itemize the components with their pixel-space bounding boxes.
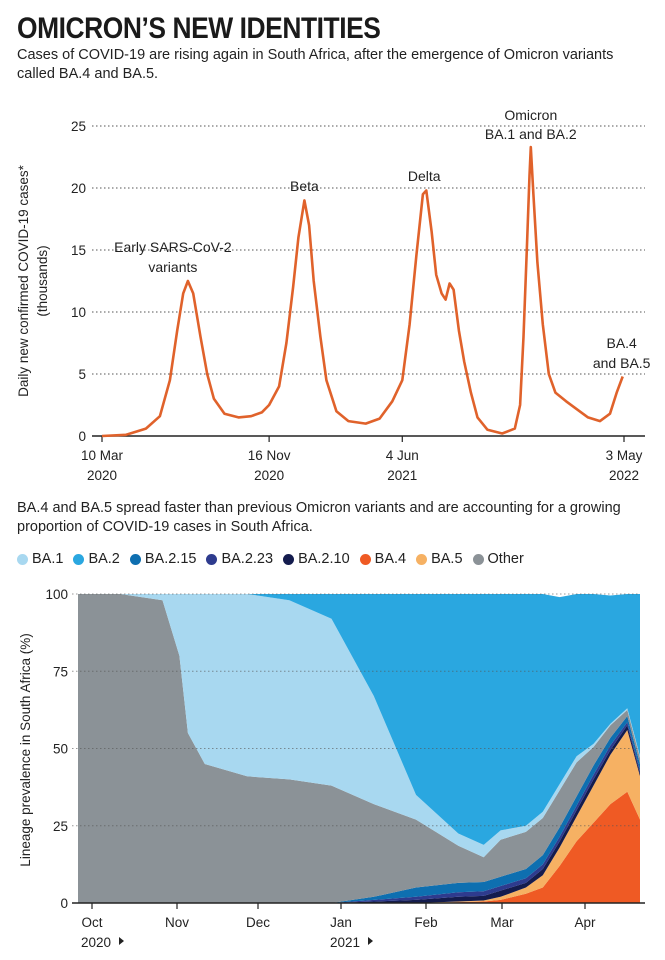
- legend-item: BA.2.10: [283, 551, 350, 567]
- legend-item: BA.4: [359, 551, 407, 567]
- legend-item: BA.1: [17, 551, 63, 567]
- annotation-label: Beta: [290, 178, 319, 194]
- area-BA-1: [78, 594, 640, 858]
- legend-item: BA.5: [416, 551, 463, 567]
- x-tick-label: 4 Jun: [386, 448, 419, 463]
- legend-label: BA.2.15: [144, 551, 197, 567]
- x-tick-label: Dec: [246, 915, 270, 930]
- legend-swatch: [73, 553, 85, 565]
- legend-item: BA.2: [73, 551, 120, 567]
- legend-swatch: [283, 553, 295, 565]
- annotation-label: Early SARS-CoV-2: [114, 239, 232, 255]
- year-arrow-icon: [119, 937, 124, 945]
- x-tick-label: 2021: [387, 468, 417, 483]
- legend-item: BA.2.23: [206, 551, 273, 567]
- x-tick-label: Jan: [330, 915, 352, 930]
- legend-label: BA.4: [374, 551, 407, 567]
- y-tick-label: 50: [53, 742, 68, 757]
- y-axis-label-line2: (thousands): [35, 245, 50, 316]
- area-BA-4: [78, 791, 640, 903]
- chart2-subtitle: BA.4 and BA.5 spread faster than previou…: [17, 500, 621, 535]
- cases-series-line: [101, 145, 624, 438]
- y-axis-label-line1: Daily new confirmed COVID-19 cases*: [16, 164, 31, 397]
- legend-swatch: [359, 553, 371, 565]
- chart-title: OMICRON’S NEW IDENTITIES: [17, 12, 381, 45]
- y-tick-label: 0: [78, 429, 86, 444]
- annotation-label: variants: [148, 259, 197, 275]
- x-tick-label: 10 Mar: [81, 448, 124, 463]
- x-tick-label: 3 May: [606, 448, 643, 463]
- x-tick-label: Apr: [574, 915, 596, 930]
- chart-subtitle: Cases of COVID-19 are rising again in So…: [17, 47, 614, 82]
- cases-line-chart: 0 5 10 15 20 25 10 Mar 2020 16 Nov 2020 4 Jun 2021 3…: [16, 107, 651, 483]
- y-tick-label: 20: [71, 181, 86, 196]
- legend-swatch: [129, 553, 141, 565]
- annotation-label: and BA.5: [593, 355, 651, 371]
- year-arrow-icon: [368, 937, 373, 945]
- legend-label: Other: [487, 551, 524, 567]
- x-tick-label-year: 2021: [330, 935, 360, 950]
- legend-label: BA.1: [32, 551, 64, 567]
- y-tick-label: 0: [60, 896, 68, 911]
- x-tick-label: Nov: [165, 915, 189, 930]
- legend-label: BA.2.10: [298, 551, 350, 567]
- annotation-label: BA.4: [606, 335, 637, 351]
- legend-swatch: [416, 553, 428, 565]
- legend-swatch: [17, 553, 28, 565]
- legend-label: BA.2.23: [221, 551, 274, 567]
- y-tick-label: 75: [53, 664, 68, 679]
- x-tick-label: Mar: [490, 915, 514, 930]
- legend-item: Other: [472, 551, 524, 567]
- y-axis-label: Daily new confirmed COVID-19 cases* (thou…: [16, 164, 50, 397]
- lineage-legend: BA.1 BA.2 BA.2.15 BA.2.23 BA.2.10 BA.4 BA.5 Oth…: [17, 551, 534, 567]
- annotation-label: BA.1 and BA.2: [485, 126, 577, 142]
- legend-label: BA.2: [88, 551, 120, 567]
- x-tick-label: Feb: [414, 915, 437, 930]
- y-tick-label: 5: [78, 367, 86, 382]
- annotation-label: Delta: [408, 168, 441, 184]
- x-tick-label: 2020: [254, 468, 284, 483]
- y-tick-label: 100: [45, 587, 68, 602]
- y-tick-label: 25: [53, 819, 68, 834]
- y-axis-label-text: Lineage prevalence in South Africa (%): [18, 633, 33, 866]
- x-tick-label: 2022: [609, 468, 639, 483]
- y-tick-label: 25: [71, 119, 86, 134]
- x-tick-label: 16 Nov: [248, 448, 291, 463]
- area-BA-2: [78, 594, 640, 845]
- x-tick-label-year: 2020: [81, 935, 111, 950]
- legend-swatch: [206, 553, 218, 565]
- y-axis-label: Lineage prevalence in South Africa (%): [18, 633, 33, 866]
- legend-swatch: [472, 553, 484, 565]
- y-tick-label: 10: [71, 305, 86, 320]
- area-Other: [78, 594, 640, 903]
- x-tick-label: Oct: [81, 915, 102, 930]
- x-tick-label: 2020: [87, 468, 117, 483]
- y-tick-label: 15: [71, 243, 86, 258]
- annotation-label: Omicron: [504, 107, 557, 123]
- legend-label: BA.5: [431, 551, 463, 567]
- legend-item: BA.2.15: [129, 551, 197, 567]
